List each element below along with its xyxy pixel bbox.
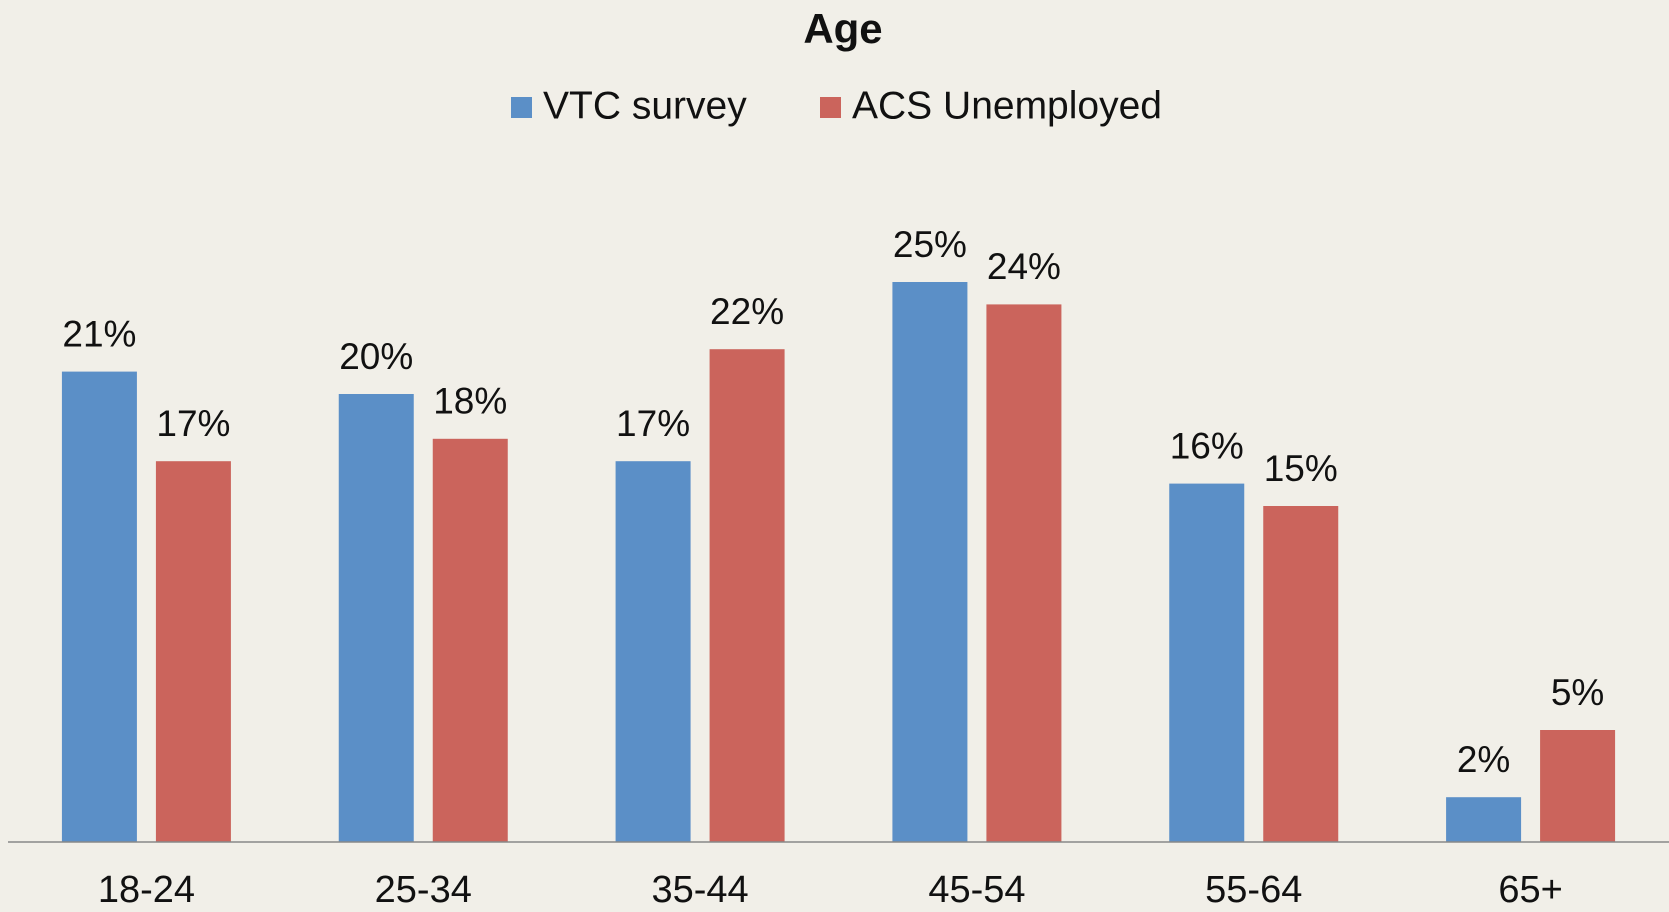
bar [1263,506,1339,842]
value-label: 24% [987,246,1061,287]
bar [61,371,137,842]
value-label: 20% [339,336,413,377]
value-label: 16% [1170,425,1244,466]
chart-title: Age [803,5,882,52]
x-tick-label: 25-34 [375,869,472,911]
x-tick-label: 18-24 [98,869,195,911]
x-tick-label: 55-64 [1205,869,1302,911]
bar [1446,797,1522,842]
value-label: 22% [710,291,784,332]
legend-swatch [511,97,532,118]
value-label: 17% [616,403,690,444]
value-label: 25% [893,224,967,265]
value-label: 18% [433,381,507,422]
bar [709,349,785,842]
legend-label: ACS Unemployed [852,84,1162,127]
bar [1540,730,1616,842]
x-tick-label: 35-44 [651,869,748,911]
bar [1169,483,1245,842]
bar [155,461,231,842]
bar [615,461,691,842]
value-label: 2% [1457,739,1510,780]
legend-label: VTC survey [543,84,747,127]
value-label: 21% [62,313,136,354]
legend-swatch [820,97,841,118]
value-label: 17% [156,403,230,444]
bar [986,304,1062,842]
x-tick-label: 45-54 [928,869,1025,911]
bar [338,394,414,842]
value-label: 15% [1264,448,1338,489]
value-label: 5% [1551,672,1604,713]
bar [892,282,968,842]
bar [432,438,508,842]
x-tick-label: 65+ [1498,869,1562,911]
